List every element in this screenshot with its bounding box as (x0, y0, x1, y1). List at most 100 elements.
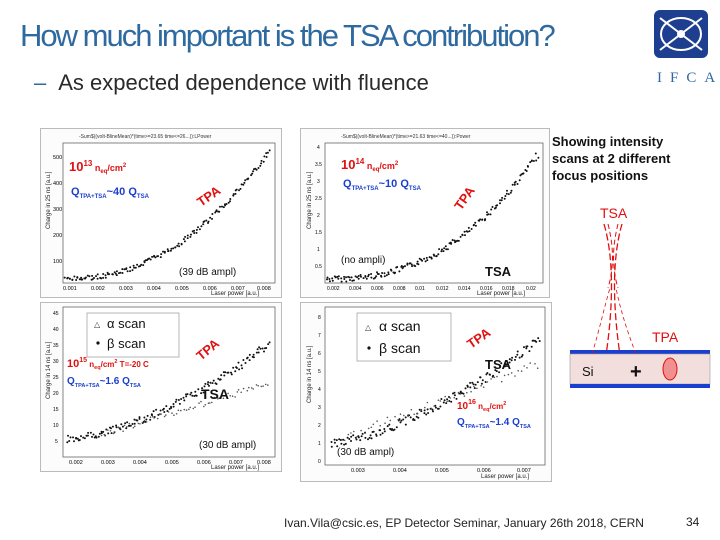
data-point (474, 221, 477, 224)
data-point (230, 373, 233, 376)
data-point (516, 183, 519, 185)
silicon-label: Si (582, 364, 594, 379)
data-point (433, 405, 435, 407)
y-tick: 6 (318, 351, 321, 357)
data-point (246, 389, 249, 392)
data-point (476, 387, 478, 390)
data-point (134, 266, 137, 269)
data-point (348, 438, 351, 440)
data-point (463, 230, 466, 233)
data-point (268, 149, 271, 152)
data-point (342, 438, 345, 441)
legend-alpha-label: α scan (107, 316, 146, 331)
data-point (182, 238, 185, 241)
data-point (230, 371, 232, 374)
data-point (66, 276, 69, 279)
y-tick: 2 (317, 213, 320, 219)
x-tick: 0.014 (458, 286, 471, 292)
data-point (516, 353, 519, 356)
data-point (260, 162, 263, 165)
data-point (514, 375, 516, 377)
data-point (108, 273, 111, 276)
data-point (248, 386, 250, 389)
fluence-label: 1016 neq/cm2 (457, 399, 506, 413)
data-point (385, 274, 388, 277)
data-point (455, 397, 458, 400)
x-tick: 0.004 (393, 468, 407, 474)
data-point (95, 275, 97, 278)
data-point (125, 267, 128, 270)
data-point (232, 366, 235, 369)
data-point (500, 380, 503, 383)
x-tick: 0.005 (175, 286, 189, 292)
data-point (186, 234, 189, 237)
legend: △ α scan β scan (86, 312, 180, 358)
data-point (63, 276, 66, 279)
data-point (364, 432, 366, 434)
plot-bottom-left: Charge in 14 ns [a.u.] Laser power [a.u.… (40, 302, 282, 472)
data-point (538, 340, 541, 342)
data-point (468, 230, 471, 233)
data-point (383, 275, 386, 278)
data-point (496, 204, 499, 207)
data-point (229, 198, 232, 200)
data-point (223, 374, 226, 377)
y-tick-labels: 0.5 1 1.5 2 2.5 3 3.5 4 (315, 145, 322, 270)
data-point (336, 445, 339, 448)
data-point (207, 220, 210, 223)
data-point (499, 202, 501, 205)
data-point (473, 223, 475, 226)
data-point (257, 385, 259, 387)
data-point (212, 379, 215, 382)
data-point (229, 395, 231, 397)
data-point (360, 429, 362, 432)
data-point (217, 398, 219, 400)
data-point (462, 392, 465, 395)
data-point (453, 394, 456, 397)
data-point (222, 206, 225, 209)
data-point (376, 420, 378, 422)
data-point (472, 383, 475, 386)
beam-left-edge (603, 223, 613, 369)
data-point (173, 414, 175, 416)
data-point (409, 416, 412, 419)
data-point (526, 367, 528, 369)
data-point (92, 433, 95, 436)
tsa-label: TSA (485, 357, 512, 372)
data-point (464, 234, 466, 237)
data-point (349, 279, 351, 281)
data-point (255, 168, 258, 171)
data-point (340, 442, 343, 445)
data-point (78, 439, 81, 441)
y-tick: 1.5 (315, 230, 322, 236)
data-point (508, 361, 511, 364)
data-point (432, 410, 434, 413)
data-point (195, 231, 198, 234)
plot-top-left: -Sum$((volt-BlineMean)*(time>=23.65 time… (40, 128, 282, 298)
data-point (394, 415, 396, 418)
data-point (224, 371, 227, 374)
data-point (343, 275, 346, 278)
data-point (220, 374, 223, 377)
x-tick: 0.006 (371, 286, 384, 292)
data-point (264, 383, 267, 386)
x-tick: 0.006 (477, 468, 491, 474)
data-point (234, 396, 236, 398)
data-point (494, 369, 497, 372)
data-point (102, 276, 105, 279)
data-point (183, 240, 186, 243)
y-tick: 300 (53, 207, 62, 213)
data-point (459, 390, 462, 393)
beam-inner-left (607, 223, 613, 289)
data-point (532, 160, 535, 162)
data-point (479, 218, 482, 221)
data-point (80, 435, 82, 438)
data-point (536, 367, 539, 369)
data-point (200, 400, 202, 403)
data-point (169, 249, 172, 252)
data-point (354, 436, 357, 439)
data-point (180, 242, 183, 245)
data-point (115, 270, 118, 273)
data-point (133, 422, 136, 425)
data-point (530, 159, 533, 162)
